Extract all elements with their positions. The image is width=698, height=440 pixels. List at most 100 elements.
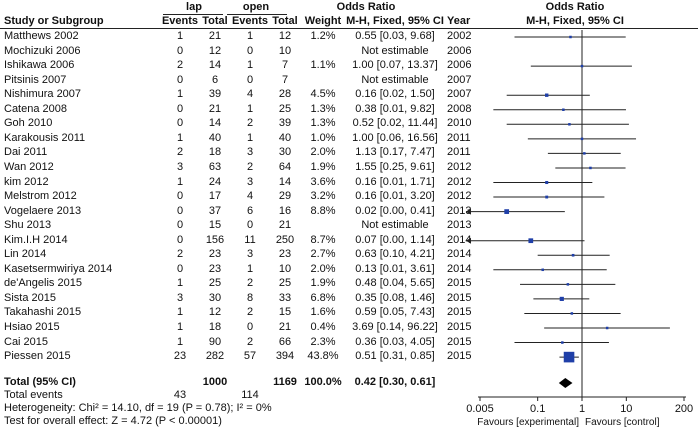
lap-events: 1 [176, 175, 184, 188]
lap-events: 0 [176, 219, 184, 232]
year-cell: 2006 [447, 59, 472, 72]
point-marker [541, 268, 544, 272]
x-tick-label: 200 [675, 403, 693, 415]
ci-cell: Not estimable [361, 219, 429, 232]
open-total: 7 [281, 59, 289, 72]
weight-cell: 1.6% [310, 306, 336, 319]
x-tick-label: 10 [620, 403, 632, 415]
lap-total: 39 [208, 88, 222, 101]
lap-events: 3 [176, 291, 184, 304]
open-total-header: Total [272, 15, 298, 27]
point-marker [563, 351, 575, 363]
year-header: Year [447, 15, 471, 27]
open-total: 21 [278, 219, 292, 232]
study-name: Mochizuki 2006 [4, 44, 81, 57]
heterogeneity-text: Heterogeneity: Chi² = 14.10, df = 19 (P … [4, 402, 272, 414]
lap-events: 23 [173, 350, 187, 363]
total-events-label: Total events [4, 389, 63, 401]
open-total: 29 [278, 190, 292, 203]
lap-events: 1 [176, 306, 184, 319]
weight-cell: 1.9% [310, 160, 336, 173]
open-events: 3 [246, 175, 254, 188]
x-tick-label: 0.1 [530, 403, 545, 415]
ci-cell: 0.16 [0.01, 1.71] [355, 175, 435, 188]
lap-total: 24 [208, 175, 222, 188]
odds-ratio-header-right: Odds Ratio [545, 1, 605, 13]
study-name: Karakousis 2011 [4, 131, 86, 144]
open-total: 21 [278, 321, 292, 333]
study-name: Cai 2015 [4, 335, 49, 348]
point-marker [561, 341, 564, 344]
ci-cell: 0.38 [0.01, 9.82] [355, 102, 435, 115]
year-cell: 2015 [447, 350, 472, 363]
open-total: 28 [278, 88, 292, 101]
weight-cell: 2.0% [310, 262, 336, 275]
lap-events: 0 [176, 262, 184, 275]
x-tick-label: 1 [579, 403, 585, 415]
open-total: 12 [278, 30, 292, 42]
weight-cell: 43.8% [307, 350, 339, 363]
lap-events: 0 [176, 102, 184, 115]
open-events: 0 [246, 44, 254, 57]
open-total: 7 [281, 73, 289, 86]
study-name: Dai 2011 [4, 146, 48, 159]
lap-events: 0 [176, 190, 184, 203]
ci-cell: 0.35 [0.08, 1.46] [355, 291, 435, 304]
open-total: 14 [278, 175, 292, 188]
total-events-open: 114 [241, 389, 259, 401]
weight-cell: 1.0% [310, 131, 336, 144]
open-events: 1 [246, 30, 254, 42]
ci-cell: 0.13 [0.01, 3.61] [355, 262, 435, 275]
weight-cell: 2.7% [310, 248, 336, 261]
open-events: 4 [246, 88, 254, 101]
lap-events: 2 [176, 248, 184, 261]
weight-cell: 3.2% [310, 190, 336, 203]
year-cell: 2011 [447, 146, 471, 159]
ci-arrow [466, 208, 471, 215]
open-events: 11 [244, 233, 256, 246]
open-events: 3 [246, 248, 254, 261]
lap-total: 12 [208, 44, 222, 57]
weight-cell: 3.6% [310, 175, 336, 188]
lap-total: 37 [208, 204, 222, 217]
ci-cell: 0.02 [0.00, 0.41] [355, 204, 435, 217]
point-marker [559, 296, 564, 301]
lap-events-header: Events [161, 15, 199, 27]
total-open: 1169 [273, 376, 297, 388]
study-name: Kasetsermwiriya 2014 [4, 262, 113, 275]
year-cell: 2012 [447, 190, 472, 203]
lap-total: 25 [208, 277, 222, 290]
year-cell: 2012 [447, 175, 472, 188]
lap-events: 0 [176, 233, 184, 246]
open-total: 10 [278, 44, 292, 57]
open-total: 25 [278, 277, 292, 290]
lap-events: 1 [176, 131, 184, 144]
open-events: 4 [246, 190, 254, 203]
lap-events: 1 [176, 30, 184, 42]
study-name: Vogelaere 2013 [4, 204, 82, 217]
year-cell: 2012 [447, 160, 472, 173]
lap-total: 17 [208, 190, 222, 203]
weight-cell: 0.4% [310, 321, 336, 333]
point-marker [589, 166, 592, 170]
header-divider [0, 28, 698, 29]
open-total: 64 [278, 160, 292, 173]
lap-total: 18 [208, 321, 222, 333]
year-cell: 2007 [447, 73, 472, 86]
point-marker [562, 108, 565, 111]
lap-total: 14 [208, 59, 222, 72]
odds-ratio-header-left: Odds Ratio [336, 1, 396, 13]
x-tick-label: 0.005 [466, 403, 494, 415]
lap-total: 90 [208, 335, 222, 348]
open-events: 1 [246, 131, 254, 144]
weight-cell: 1.3% [310, 117, 336, 130]
ci-cell: 0.52 [0.02, 11.44] [352, 117, 438, 130]
weight-header: Weight [304, 15, 342, 27]
lap-events: 2 [176, 59, 184, 72]
year-cell: 2008 [447, 102, 472, 115]
open-events: 57 [243, 350, 257, 363]
favours-right-label: Favours [control] [585, 417, 660, 428]
open-total: 40 [278, 131, 292, 144]
year-cell: 2010 [447, 117, 472, 130]
year-cell: 2007 [447, 88, 472, 101]
